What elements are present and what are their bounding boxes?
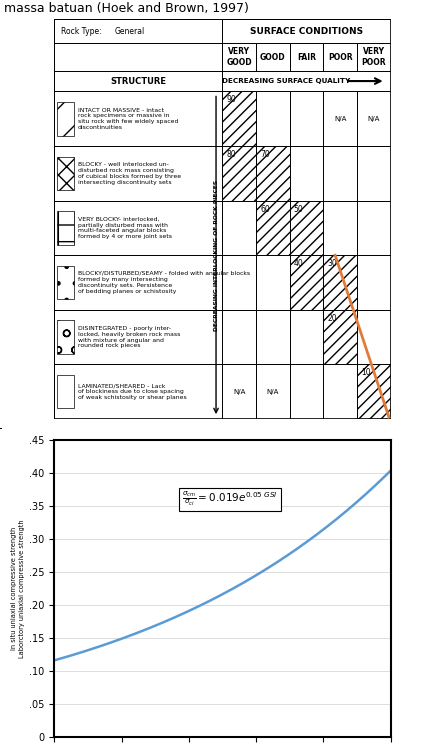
Bar bbox=[357, 92, 391, 146]
Text: 30: 30 bbox=[327, 259, 337, 269]
Bar bbox=[290, 365, 323, 419]
Bar bbox=[54, 146, 223, 201]
Text: Rock Type:: Rock Type: bbox=[61, 27, 102, 36]
Bar bbox=[323, 92, 357, 146]
Text: VERY BLOCKY- interlocked,
partially disturbed mass with
multi-faceted angular bl: VERY BLOCKY- interlocked, partially dist… bbox=[78, 217, 171, 239]
Text: 10: 10 bbox=[361, 368, 371, 377]
Bar bbox=[357, 365, 391, 419]
Bar bbox=[223, 19, 391, 43]
Bar bbox=[54, 365, 223, 419]
Bar bbox=[290, 310, 323, 365]
Text: DISINTEGRATED - poorly inter-
locked, heavily broken rock mass
with mixture of a: DISINTEGRATED - poorly inter- locked, he… bbox=[78, 326, 180, 348]
Bar bbox=[223, 310, 256, 365]
Bar bbox=[57, 321, 74, 354]
Bar bbox=[290, 43, 323, 71]
Bar bbox=[54, 255, 223, 310]
Bar bbox=[323, 365, 357, 419]
Text: DECREASING SURFACE QUALITY: DECREASING SURFACE QUALITY bbox=[222, 78, 351, 84]
Text: 70: 70 bbox=[260, 150, 270, 159]
Bar bbox=[223, 71, 391, 92]
Text: BLOCKY - well interlocked un-
disturbed rock mass consisting
of cubical blocks f: BLOCKY - well interlocked un- disturbed … bbox=[78, 162, 181, 185]
Text: POOR: POOR bbox=[328, 53, 352, 62]
Bar bbox=[357, 255, 391, 310]
Text: SURFACE CONDITIONS: SURFACE CONDITIONS bbox=[250, 27, 363, 36]
Bar bbox=[223, 255, 256, 310]
Bar bbox=[57, 211, 74, 245]
Text: General: General bbox=[115, 27, 145, 36]
Bar bbox=[290, 92, 323, 146]
Bar bbox=[256, 365, 290, 419]
Bar bbox=[57, 156, 74, 190]
Text: massa batuan (Hoek and Brown, 1997): massa batuan (Hoek and Brown, 1997) bbox=[4, 2, 249, 15]
Bar bbox=[57, 266, 74, 299]
Bar bbox=[256, 92, 290, 146]
Text: $\frac{\sigma_{cm}}{\sigma_{ci}}$: $\frac{\sigma_{cm}}{\sigma_{ci}}$ bbox=[0, 421, 1, 437]
Text: LAMINATED/SHEARED - Lack
of blockiness due to close spacing
of weak schistosity : LAMINATED/SHEARED - Lack of blockiness d… bbox=[78, 383, 186, 400]
Text: DECREASING INTERLOCKING OF ROCK PIECES: DECREASING INTERLOCKING OF ROCK PIECES bbox=[214, 180, 219, 331]
Bar bbox=[54, 310, 223, 365]
Bar bbox=[256, 146, 290, 201]
Bar bbox=[290, 201, 323, 255]
Text: FAIR: FAIR bbox=[297, 53, 316, 62]
Text: BLOCKY/DISTURBED/SEAMY - folded with angular blocks
formed by many intersecting
: BLOCKY/DISTURBED/SEAMY - folded with ang… bbox=[78, 272, 250, 294]
Bar bbox=[290, 255, 323, 310]
Bar bbox=[57, 375, 74, 408]
Text: VERY
GOOD: VERY GOOD bbox=[227, 48, 252, 67]
Text: STRUCTURE: STRUCTURE bbox=[110, 77, 166, 86]
Bar bbox=[57, 102, 74, 135]
Bar bbox=[223, 201, 256, 255]
Bar bbox=[357, 146, 391, 201]
Bar bbox=[54, 92, 223, 146]
Bar bbox=[223, 92, 256, 146]
Text: VERY
POOR: VERY POOR bbox=[362, 48, 386, 67]
Bar bbox=[54, 43, 223, 71]
Text: INTACT OR MASSIVE - intact
rock specimens or massive in
situ rock with few widel: INTACT OR MASSIVE - intact rock specimen… bbox=[78, 108, 178, 130]
Bar bbox=[357, 310, 391, 365]
Text: N/A: N/A bbox=[334, 116, 346, 122]
Text: 20: 20 bbox=[327, 314, 337, 323]
Text: GOOD: GOOD bbox=[260, 53, 286, 62]
Text: N/A: N/A bbox=[233, 388, 246, 395]
Bar bbox=[256, 43, 290, 71]
Bar bbox=[256, 201, 290, 255]
Bar bbox=[290, 146, 323, 201]
Text: 90: 90 bbox=[227, 95, 236, 104]
Bar bbox=[323, 255, 357, 310]
Y-axis label: In situ uniaxial compressive strength
Laborctory uniaxial compressive strength: In situ uniaxial compressive strength La… bbox=[11, 519, 25, 658]
Bar bbox=[223, 43, 256, 71]
Text: 40: 40 bbox=[294, 259, 303, 269]
Bar bbox=[256, 255, 290, 310]
Text: 80: 80 bbox=[227, 150, 236, 159]
Bar bbox=[223, 146, 256, 201]
Text: N/A: N/A bbox=[368, 116, 380, 122]
Text: 50: 50 bbox=[294, 205, 303, 214]
Bar bbox=[223, 365, 256, 419]
Text: 60: 60 bbox=[260, 205, 270, 214]
Bar bbox=[323, 201, 357, 255]
Bar bbox=[323, 146, 357, 201]
Bar bbox=[54, 201, 223, 255]
Bar bbox=[256, 310, 290, 365]
Bar bbox=[357, 43, 391, 71]
Bar bbox=[323, 310, 357, 365]
Bar bbox=[323, 43, 357, 71]
Text: N/A: N/A bbox=[266, 388, 279, 395]
Bar bbox=[357, 201, 391, 255]
Bar bbox=[54, 71, 223, 92]
Text: $\frac{\sigma_{cm}}{\sigma_{ci}}$$ = 0.019e^{0.05\ GSI}$: $\frac{\sigma_{cm}}{\sigma_{ci}}$$ = 0.0… bbox=[182, 490, 278, 508]
Bar bbox=[54, 19, 223, 43]
